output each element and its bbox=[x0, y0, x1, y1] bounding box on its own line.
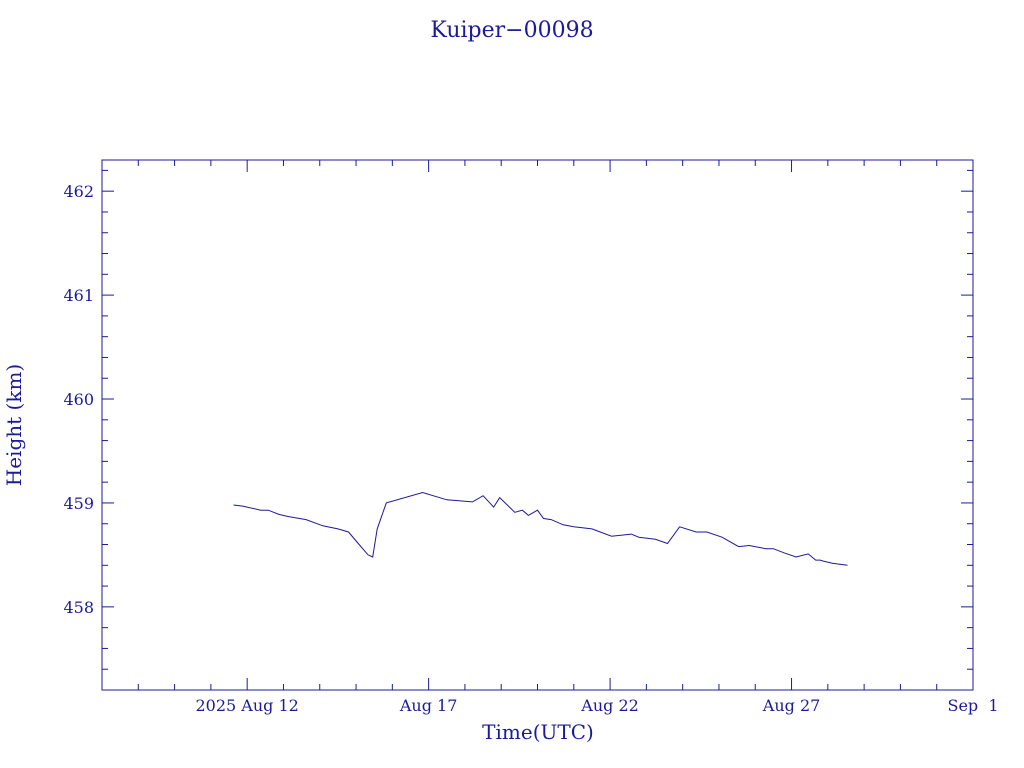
x-tick-label: Sep 1 bbox=[947, 696, 998, 715]
y-tick-label: 461 bbox=[63, 286, 94, 305]
y-tick-label: 458 bbox=[63, 598, 94, 617]
x-tick-label: Aug 27 bbox=[762, 696, 821, 715]
x-tick-label: Aug 22 bbox=[580, 696, 639, 715]
y-tick-label: 459 bbox=[63, 494, 94, 513]
y-tick-labels: 458 459 460 461 462 bbox=[63, 182, 94, 617]
x-tick-label: Aug 17 bbox=[399, 696, 458, 715]
x-axis-ticks bbox=[137, 160, 974, 690]
x-tick-label: 2025 Aug 12 bbox=[195, 696, 298, 715]
chart-title: Kuiper−00098 bbox=[430, 18, 593, 43]
series-line bbox=[233, 491, 848, 566]
y-axis-ticks bbox=[102, 169, 973, 691]
y-tick-label: 460 bbox=[63, 390, 94, 409]
y-axis-label: Height (km) bbox=[2, 364, 26, 486]
plot-frame bbox=[101, 159, 974, 691]
y-tick-label: 462 bbox=[63, 182, 94, 201]
x-tick-labels: 2025 Aug 12 Aug 17 Aug 22 Aug 27 Sep 1 bbox=[195, 696, 998, 715]
x-axis-label: Time(UTC) bbox=[482, 720, 594, 744]
